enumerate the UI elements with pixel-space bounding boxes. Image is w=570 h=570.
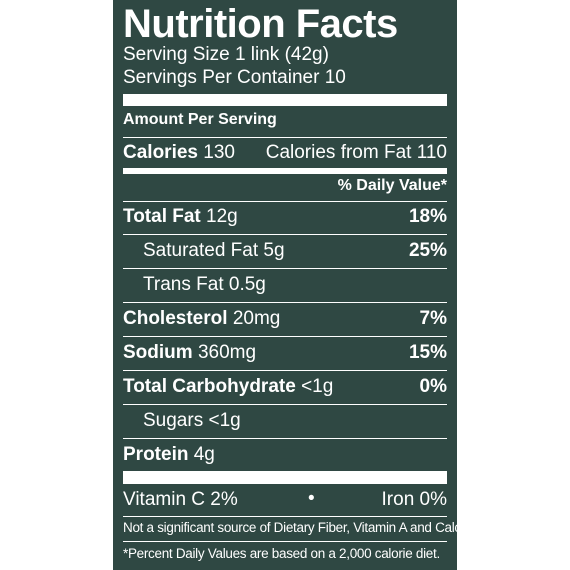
thick-divider-bottom (123, 471, 447, 484)
divider (123, 370, 447, 371)
amount-per-serving: Amount Per Serving (123, 111, 277, 128)
nutrient-name: Trans Fat (143, 274, 224, 295)
divider (123, 438, 447, 439)
nutrient-amount: 12g (206, 206, 238, 227)
divider (123, 516, 447, 517)
nutrient-amount: <1g (301, 376, 334, 397)
nutrient-name: Sugars (143, 410, 204, 431)
nutrient-row-saturated-fat: Saturated Fat 5g (143, 240, 285, 262)
nutrient-dv: 18% (408, 206, 447, 227)
vitamin-c: Vitamin C 2% (123, 489, 238, 510)
nutrient-row-cholesterol: Cholesterol 20mg (123, 308, 280, 330)
nutrient-name: Sodium (123, 342, 193, 363)
calories-row: Calories 130 (123, 142, 235, 164)
nutrient-amount: 0.5g (228, 274, 266, 295)
footnote-daily-values: *Percent Daily Values are based on a 2,0… (123, 546, 440, 561)
nutrient-name: Cholesterol (123, 308, 228, 329)
divider (123, 404, 447, 405)
daily-value-header: % Daily Value* (337, 177, 447, 194)
calories-from-fat: Calories from Fat 110 (265, 142, 447, 163)
nutrition-facts-label: Nutrition Facts Serving Size 1 link (42g… (113, 0, 485, 570)
divider (123, 302, 447, 303)
calories-value: 130 (203, 142, 235, 163)
divider (123, 234, 447, 235)
divider (123, 268, 447, 269)
nutrient-row-trans-fat: Trans Fat 0.5g (143, 274, 266, 296)
medium-divider (123, 168, 447, 174)
nutrient-amount: 5g (263, 240, 285, 261)
divider (123, 336, 447, 337)
divider (123, 137, 447, 138)
nutrient-name: Saturated Fat (143, 240, 259, 261)
divider (123, 201, 447, 202)
label-title: Nutrition Facts (123, 2, 398, 46)
nutrient-amount: <1g (208, 410, 241, 431)
thick-divider-top (123, 94, 447, 106)
calories-label: Calories (123, 142, 198, 163)
nutrient-name: Total Carbohydrate (123, 376, 296, 397)
separator-bullet: • (308, 488, 315, 509)
servings-per-container: Servings Per Container 10 (123, 67, 346, 88)
nutrient-amount: 360mg (197, 342, 257, 363)
nutrient-dv: 25% (408, 240, 447, 261)
serving-size: Serving Size 1 link (42g) (123, 44, 329, 65)
divider (123, 541, 447, 542)
nutrient-row-sugars: Sugars <1g (143, 410, 241, 432)
footnote-not-significant: Not a significant source of Dietary Fibe… (123, 520, 486, 535)
nutrient-row-sodium: Sodium 360mg (123, 342, 256, 364)
nutrient-row-total-fat: Total Fat 12g (123, 206, 238, 228)
nutrient-name: Protein (123, 444, 189, 465)
nutrient-dv: 7% (419, 308, 447, 329)
iron: Iron 0% (381, 489, 447, 510)
nutrient-dv: 15% (408, 342, 447, 363)
nutrient-row-protein: Protein 4g (123, 444, 215, 466)
nutrient-amount: 4g (193, 444, 215, 465)
nutrient-amount: 20mg (232, 308, 281, 329)
nutrient-row-total-carbohydrate: Total Carbohydrate <1g (123, 376, 333, 398)
nutrient-dv: 0% (419, 376, 447, 397)
nutrient-name: Total Fat (123, 206, 201, 227)
